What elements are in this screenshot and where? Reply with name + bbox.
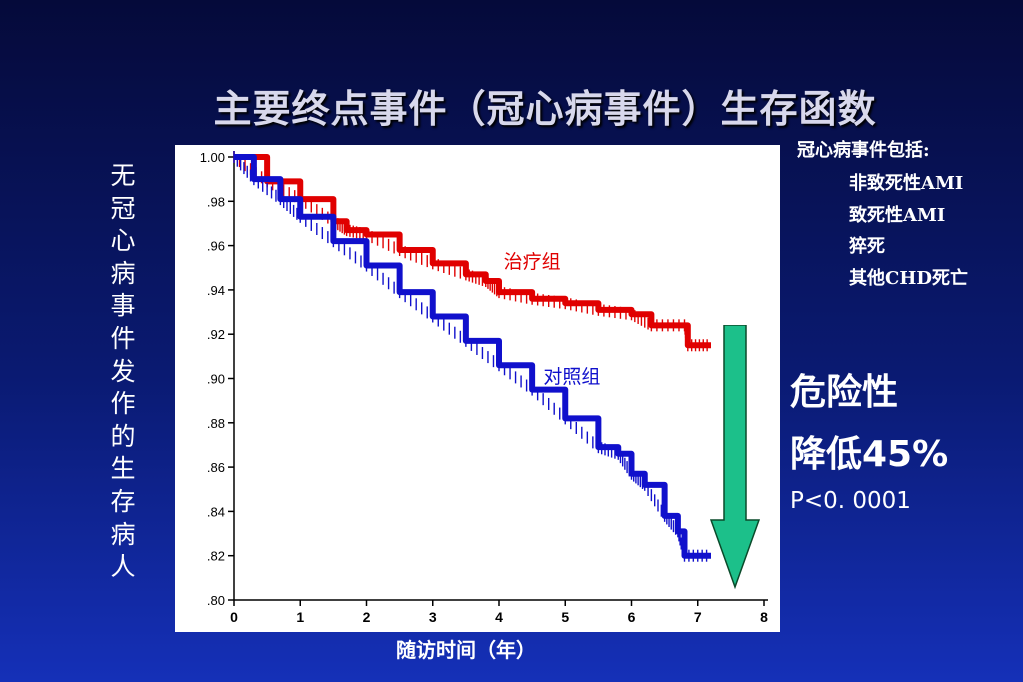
y-tick-label: .88 — [207, 416, 225, 431]
y-tick-label: 1.00 — [200, 150, 225, 165]
event-header: 冠心病事件包括: — [797, 140, 930, 161]
series-line — [234, 154, 711, 349]
y-tick-label: .84 — [207, 504, 225, 519]
y-tick-label: .94 — [207, 283, 225, 298]
x-tick-label: 3 — [429, 609, 437, 625]
x-tick-label: 7 — [694, 609, 702, 625]
x-tick-label: 4 — [495, 609, 503, 625]
chart-area: .80 .82 .84 .86 .88 .90 .92 .94 .96 .98 1.00 0 1 2 3 4 5… — [175, 145, 780, 632]
y-tick-label: .96 — [207, 239, 225, 254]
risk-reduction: 危险性 降低45% — [790, 362, 948, 486]
slide-title: 主要终点事件（冠心病事件）生存函数 — [213, 87, 877, 131]
x-tick-label: 0 — [230, 609, 238, 625]
y-tick-label: .82 — [207, 549, 225, 564]
x-tick-label: 6 — [628, 609, 636, 625]
event-item: 非致死性AMI — [849, 173, 964, 194]
event-item: 致死性AMI — [849, 204, 946, 226]
event-item: 其他CHD死亡 — [849, 267, 968, 289]
risk-line-2: 降低45% — [790, 434, 949, 475]
risk-line-1: 危险性 — [790, 372, 899, 413]
x-tick-label: 5 — [561, 609, 569, 625]
event-definition: 冠心病事件包括: 非致死性AMI 致死性AMI 猝死 其他CHD死亡 — [797, 136, 968, 294]
down-arrow-icon — [710, 325, 760, 590]
event-item: 猝死 — [849, 236, 885, 257]
series-annotation: 治疗组 — [504, 251, 561, 273]
p-value: P<0. 0001 — [790, 488, 911, 514]
x-tick-label: 1 — [296, 609, 304, 625]
survival-chart: .80 .82 .84 .86 .88 .90 .92 .94 .96 .98 1.00 0 1 2 3 4 5… — [200, 150, 768, 625]
y-tick-label: .80 — [207, 593, 225, 608]
y-tick-label: .98 — [207, 194, 225, 209]
series-annotation: 对照组 — [543, 366, 600, 388]
y-tick-label: .86 — [207, 460, 225, 475]
x-tick-label: 8 — [760, 609, 768, 625]
y-tick-label: .92 — [207, 327, 225, 342]
y-tick-label: .90 — [207, 372, 225, 387]
x-tick-label: 2 — [363, 609, 371, 625]
y-axis-label: 无冠心病事件发作的生存病人 — [110, 161, 136, 582]
x-axis-label: 随访时间（年） — [396, 638, 536, 662]
